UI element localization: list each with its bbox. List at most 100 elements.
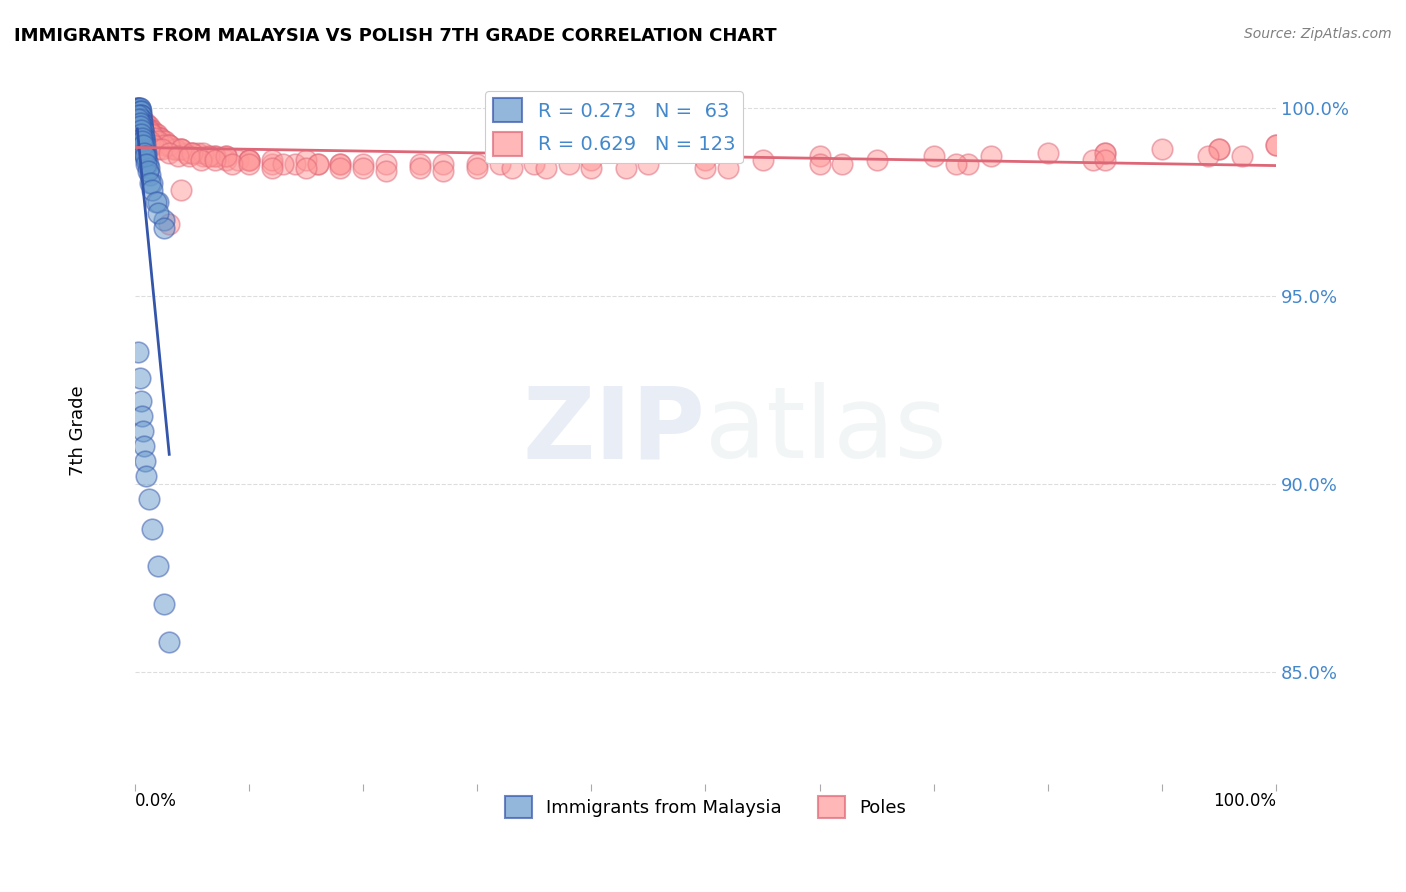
Point (146, 194, 169, 209)
Point (128, 120, 150, 134)
Point (134, 115, 156, 129)
Point (465, 161, 488, 175)
Point (134, 138, 156, 153)
Point (181, 145, 204, 160)
Point (139, 168, 162, 182)
Point (581, 161, 603, 175)
Point (131, 115, 153, 129)
Point (614, 161, 637, 175)
Point (1208, 142, 1230, 156)
Point (129, 108, 152, 122)
Point (131, 115, 153, 129)
Point (145, 127, 167, 141)
Point (139, 127, 162, 141)
Point (193, 149, 215, 163)
Legend: Immigrants from Malaysia, Poles: Immigrants from Malaysia, Poles (498, 789, 914, 825)
Point (260, 157, 283, 171)
Point (1036, 145, 1059, 160)
Point (922, 149, 945, 163)
Point (187, 145, 209, 160)
Point (169, 142, 191, 156)
Point (146, 559, 169, 574)
Point (141, 183, 163, 197)
Point (177, 149, 200, 163)
Point (129, 112, 152, 126)
Point (176, 145, 198, 160)
Point (204, 149, 226, 163)
Point (128, 115, 150, 129)
Point (1208, 142, 1230, 156)
Text: Source: ZipAtlas.com: Source: ZipAtlas.com (1244, 27, 1392, 41)
Point (432, 164, 454, 178)
Point (138, 161, 160, 175)
Point (136, 123, 159, 137)
Point (148, 130, 170, 145)
Point (145, 130, 167, 145)
Point (157, 138, 180, 153)
Point (135, 130, 157, 145)
Point (128, 104, 150, 119)
Point (134, 120, 156, 134)
Point (127, 112, 149, 126)
Point (134, 130, 156, 145)
Point (215, 149, 238, 163)
Point (146, 142, 169, 156)
Text: atlas: atlas (706, 383, 948, 479)
Text: 100.0%: 100.0% (1213, 792, 1277, 810)
Point (152, 213, 174, 227)
Point (169, 183, 191, 197)
Point (1265, 138, 1288, 153)
Point (1083, 153, 1105, 168)
Point (409, 161, 432, 175)
Point (146, 130, 169, 145)
Point (352, 161, 374, 175)
Point (204, 153, 226, 168)
Point (128, 120, 150, 134)
Point (163, 142, 186, 156)
Point (181, 145, 204, 160)
Point (215, 149, 238, 163)
Point (135, 149, 157, 163)
Point (221, 157, 243, 171)
Point (131, 134, 153, 148)
Point (273, 157, 295, 171)
Point (295, 153, 318, 168)
Point (138, 123, 160, 137)
Text: 7th Grade: 7th Grade (69, 385, 87, 476)
Point (1094, 145, 1116, 160)
Point (138, 491, 160, 506)
Point (149, 130, 172, 145)
Point (136, 164, 159, 178)
Point (128, 108, 150, 122)
Point (145, 127, 167, 141)
Point (129, 108, 152, 122)
Point (198, 149, 221, 163)
Point (135, 153, 157, 168)
Point (1265, 138, 1288, 153)
Point (132, 138, 155, 153)
Point (1197, 149, 1219, 163)
Point (329, 157, 352, 171)
Point (136, 157, 159, 171)
Point (135, 157, 157, 171)
Point (523, 157, 546, 171)
Point (131, 112, 153, 126)
Point (489, 157, 512, 171)
Point (329, 157, 352, 171)
Point (131, 130, 153, 145)
Point (129, 112, 152, 126)
Point (980, 149, 1002, 163)
Point (1150, 142, 1173, 156)
Point (155, 138, 177, 153)
Point (352, 157, 374, 171)
Point (1230, 149, 1253, 163)
Point (132, 115, 155, 129)
Text: ZIP: ZIP (523, 383, 706, 479)
Point (238, 153, 260, 168)
Point (152, 134, 174, 148)
Point (131, 120, 153, 134)
Point (307, 157, 329, 171)
Point (157, 634, 180, 648)
Point (198, 149, 221, 163)
Point (134, 130, 156, 145)
